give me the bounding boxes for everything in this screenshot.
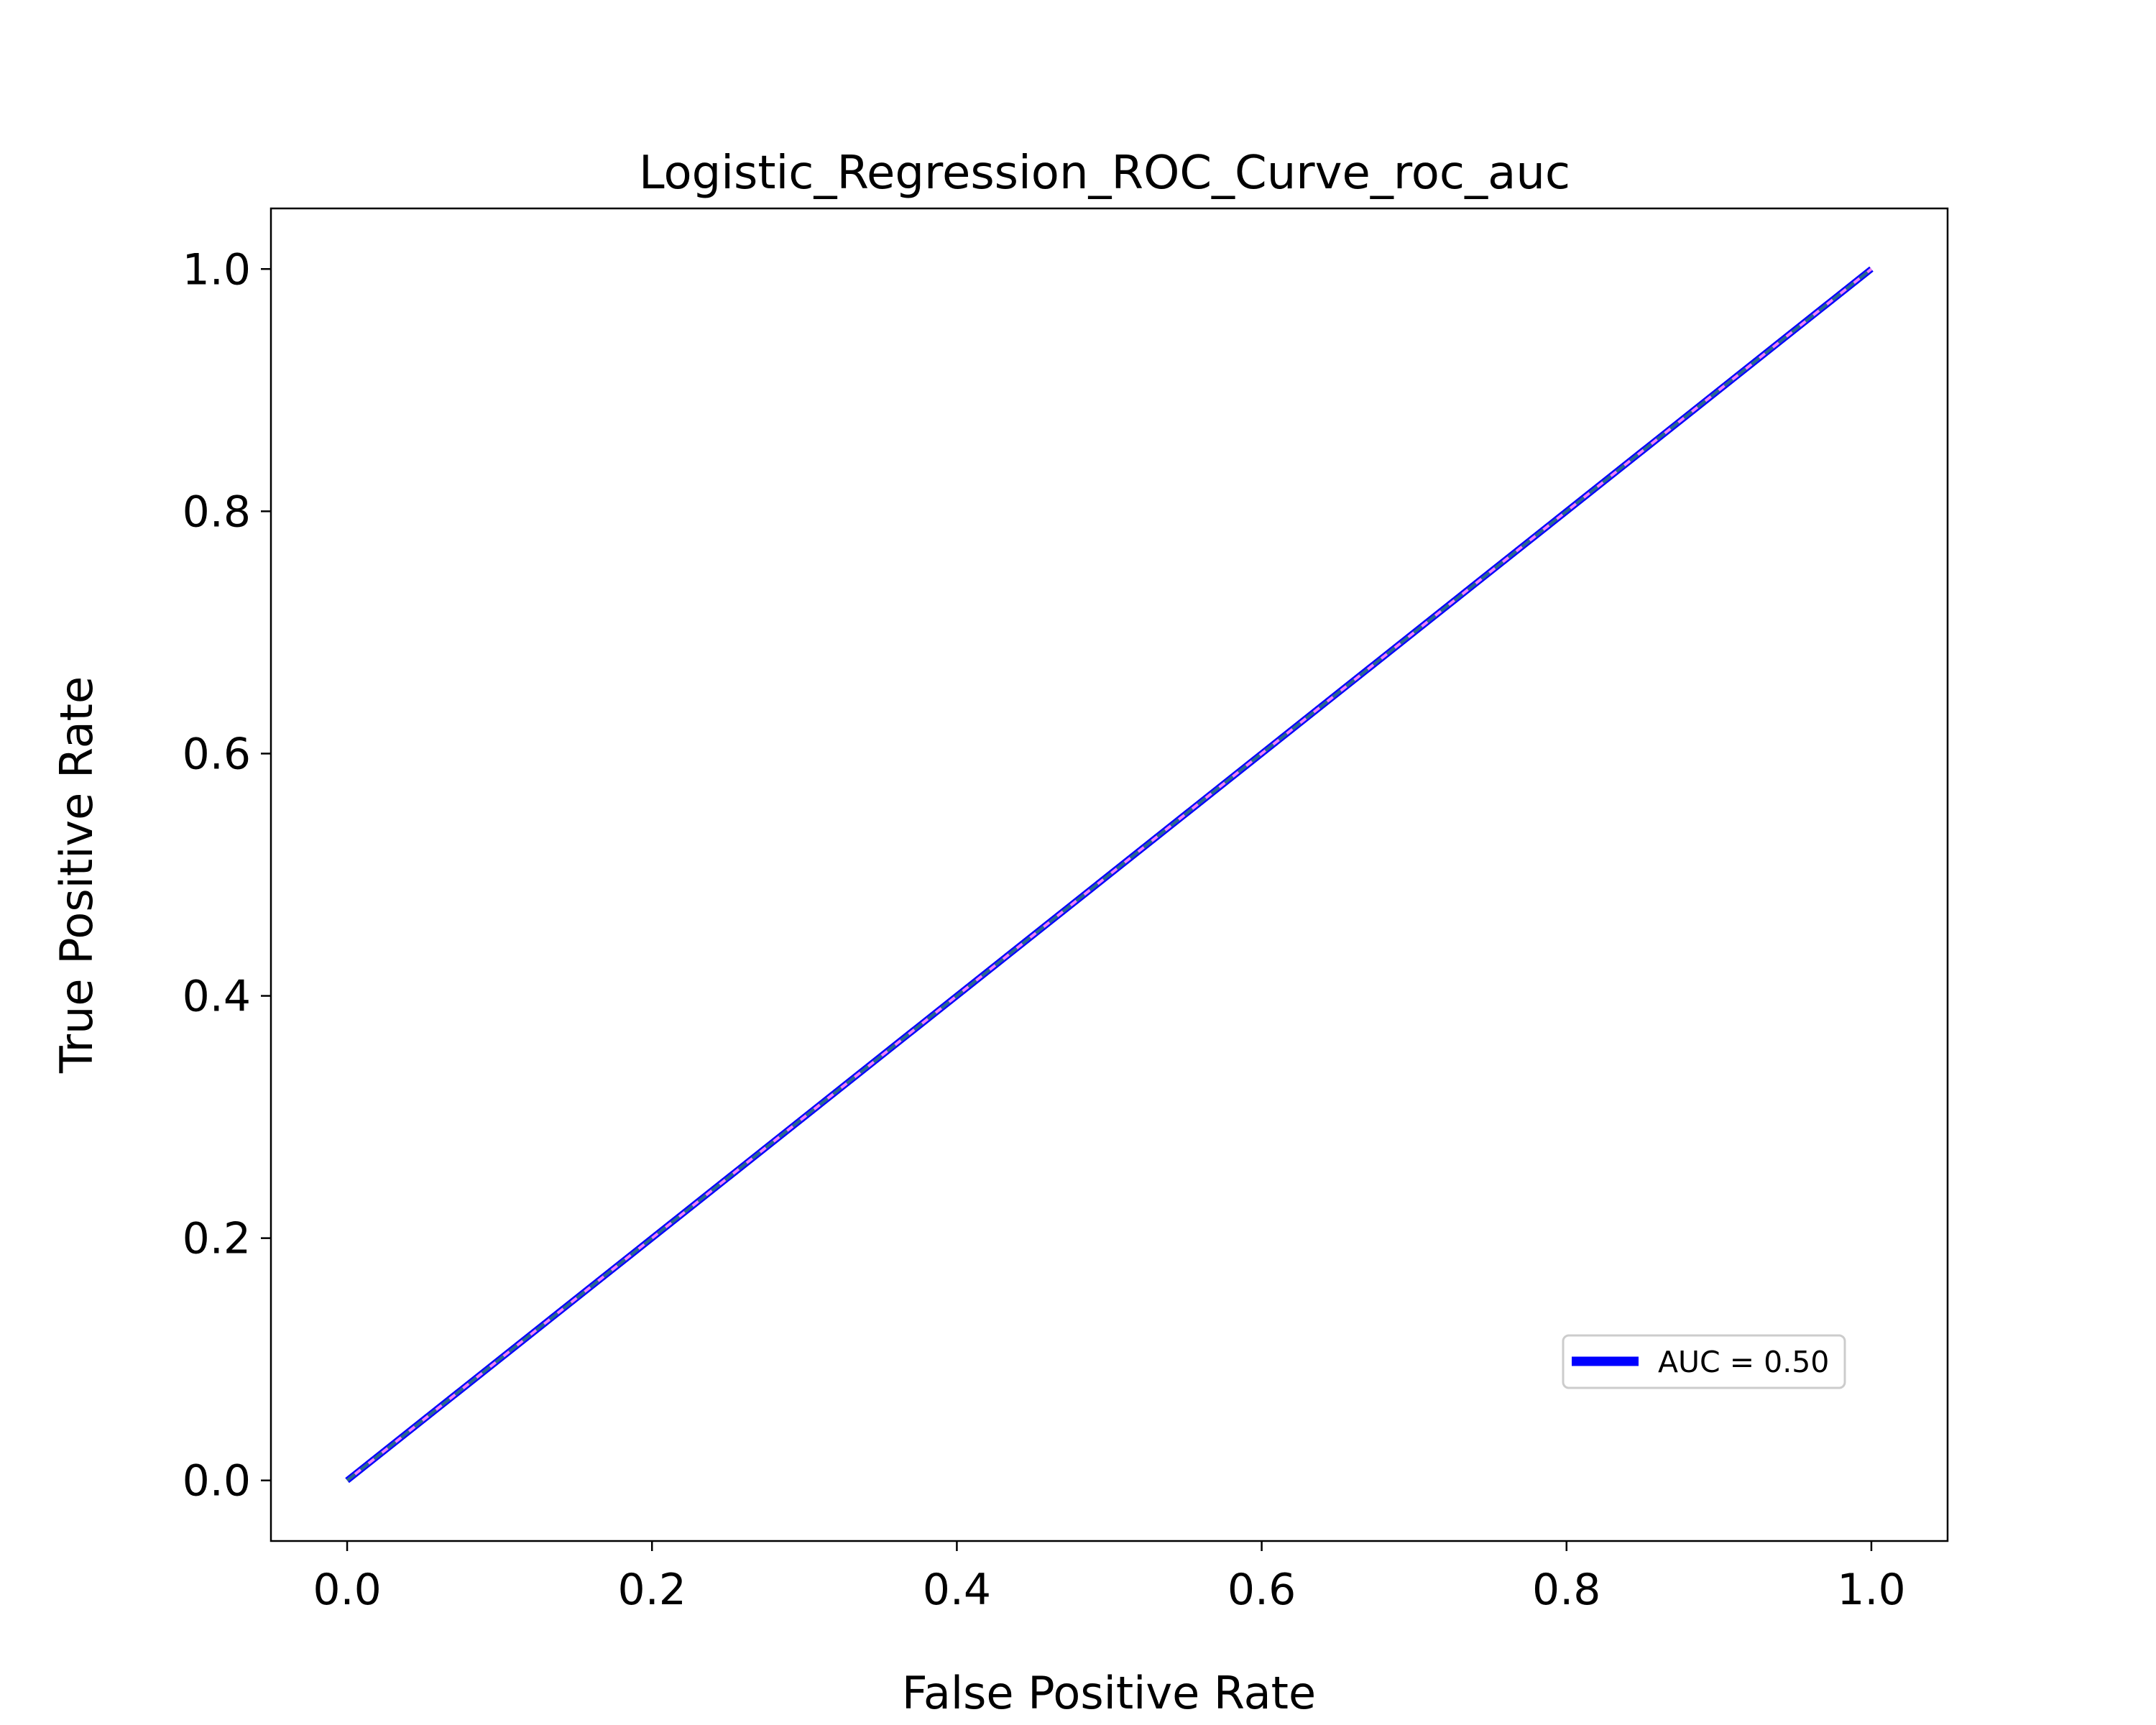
y-tick-label: 1.0	[183, 244, 251, 295]
series-layer	[345, 266, 1874, 1484]
legend: AUC = 0.50	[1562, 1334, 1846, 1389]
x-tick-label: 0.2	[618, 1565, 686, 1615]
x-tick-label: 0.4	[923, 1565, 991, 1615]
legend-frame	[1562, 1334, 1846, 1389]
chart-title: Logistic_Regression_ROC_Curve_roc_auc	[639, 147, 1570, 200]
x-tick-label: 0.6	[1227, 1565, 1296, 1615]
x-tick-label: 0.8	[1532, 1565, 1600, 1615]
y-tick-label: 0.4	[183, 972, 251, 1022]
x-axis-ticks: 0.0 0.2 0.4 0.6 0.8 1.0	[313, 1541, 1906, 1615]
plot-frame	[270, 207, 1949, 1542]
y-tick-label: 0.0	[183, 1456, 251, 1506]
x-tick-label: 0.0	[313, 1565, 381, 1615]
y-tick-label: 0.6	[183, 729, 251, 779]
y-axis-ticks: 0.0 0.2 0.4 0.6 0.8 1.0	[183, 244, 271, 1506]
legend-label-auc: AUC = 0.50	[1658, 1345, 1829, 1379]
series-line-2	[346, 267, 1873, 1482]
y-tick-label: 0.8	[183, 487, 251, 537]
x-tick-label: 1.0	[1837, 1565, 1905, 1615]
x-axis-label: False Positive Rate	[902, 1667, 1316, 1719]
y-axis-label: True Positive Rate	[50, 676, 103, 1074]
y-tick-label: 0.2	[183, 1214, 251, 1264]
